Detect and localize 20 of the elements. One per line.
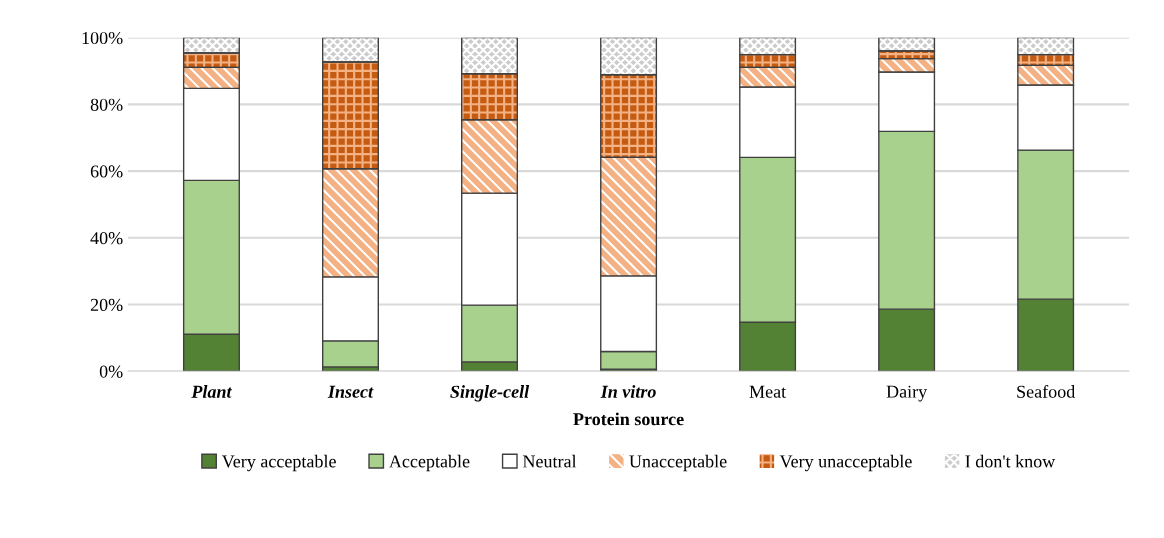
x-tick-label: Insect [327,385,374,398]
y-tick-label: 100% [82,31,123,45]
x-tick-label: Dairy [886,385,928,402]
x-tick-label: Plant [191,385,232,398]
legend-label: Very acceptable [221,454,336,472]
legend-label: Very unacceptable [779,454,912,472]
y-tick-label: 20% [90,298,123,312]
legend-label: Acceptable [389,454,470,472]
y-tick-label: 0% [99,365,123,378]
legend-label: Unacceptable [629,454,727,472]
x-tick-label: Meat [749,385,787,398]
legend-label: Neutral [522,454,577,468]
x-tick-label: Single-cell [450,385,530,402]
y-tick-label: 80% [90,98,123,111]
x-tick-label: In vitro [600,385,656,398]
y-tick-label: 60% [90,165,123,178]
legend-label: I don't know [965,454,1056,468]
x-axis-title: Protein source [573,412,684,426]
x-tick-label: Seafood [1017,384,1076,398]
y-tick-label: 40% [90,232,123,245]
